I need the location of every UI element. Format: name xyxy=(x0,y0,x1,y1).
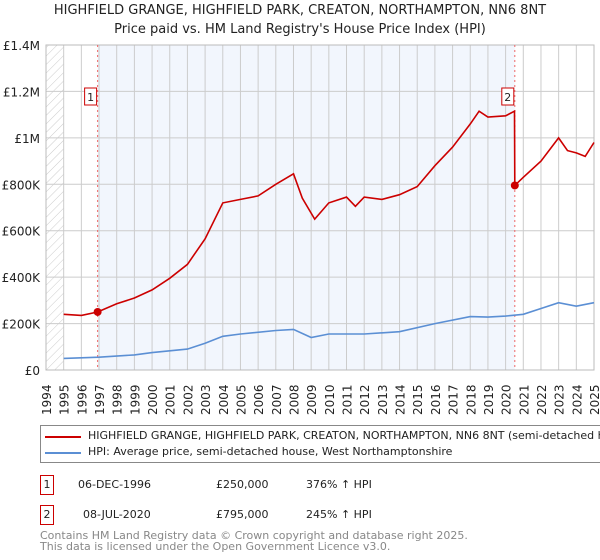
x-tick-label: 1995 xyxy=(58,384,72,415)
y-tick-label: £200K xyxy=(2,318,42,332)
sale-hpi: 245% ↑ HPI xyxy=(306,508,372,521)
price-paid-line xyxy=(63,109,595,317)
y-tick-label: £0 xyxy=(25,364,40,378)
sale-point xyxy=(510,181,519,190)
footer-licence: This data is licensed under the Open Gov… xyxy=(40,540,391,553)
legend-label: HPI: Average price, semi-detached house,… xyxy=(88,445,453,458)
x-tick-label: 2011 xyxy=(341,384,355,415)
annotation-box xyxy=(84,87,98,106)
x-tick-label: 2009 xyxy=(305,384,319,415)
x-tick-label: 2005 xyxy=(234,384,248,415)
y-tick-label: £800K xyxy=(2,178,42,192)
y-tick-label: £1.4M xyxy=(3,39,40,53)
x-tick-label: 2004 xyxy=(217,384,231,415)
legend-swatch-blue xyxy=(45,452,81,454)
x-tick-label: 2015 xyxy=(411,384,425,415)
legend: HIGHFIELD GRANGE, HIGHFIELD PARK, CREATO… xyxy=(40,425,600,463)
x-tick-label: 2017 xyxy=(447,384,461,415)
y-tick-label: £1M xyxy=(14,132,40,146)
sale-price: £795,000 xyxy=(216,508,269,521)
x-tick-label: 2007 xyxy=(270,384,284,415)
no-data-hatch xyxy=(46,45,64,370)
x-tick-label: 1997 xyxy=(93,384,107,415)
x-tick-label: 1996 xyxy=(75,384,89,415)
x-tick-label: 2024 xyxy=(570,384,584,415)
x-tick-label: 2010 xyxy=(323,384,337,415)
x-tick-label: 2020 xyxy=(500,384,514,415)
x-tick-label: 2006 xyxy=(252,384,266,415)
y-tick-label: £1.2M xyxy=(3,85,40,99)
annotation-label: 2 xyxy=(504,91,511,104)
y-tick-label: £400K xyxy=(2,271,42,285)
x-tick-label: 2019 xyxy=(482,384,496,415)
sale-hpi: 376% ↑ HPI xyxy=(306,478,372,491)
x-tick-label: 2002 xyxy=(181,384,195,415)
x-tick-label: 2001 xyxy=(164,384,178,415)
x-tick-label: 1999 xyxy=(128,384,142,415)
x-tick-label: 2025 xyxy=(588,384,600,415)
hpi-line xyxy=(63,301,595,360)
x-tick-label: 2008 xyxy=(287,384,301,415)
x-tick-label: 2018 xyxy=(464,384,478,415)
legend-swatch-red xyxy=(45,436,81,438)
footer-copyright: Contains HM Land Registry data © Crown c… xyxy=(40,529,468,542)
chart-subtitle: Price paid vs. HM Land Registry's House … xyxy=(114,22,486,37)
annotation-box xyxy=(501,87,515,106)
chart-title: HIGHFIELD GRANGE, HIGHFIELD PARK, CREATO… xyxy=(53,3,547,18)
plot-border xyxy=(45,44,595,371)
x-tick-label: 2023 xyxy=(553,384,567,415)
x-tick-label: 2012 xyxy=(358,384,372,415)
ownership-shading xyxy=(97,45,515,370)
legend-label: HIGHFIELD GRANGE, HIGHFIELD PARK, CREATO… xyxy=(88,429,600,442)
y-tick-label: £600K xyxy=(2,225,42,239)
x-tick-label: 2013 xyxy=(376,384,390,415)
annotation-label: 1 xyxy=(87,91,94,104)
x-tick-label: 2014 xyxy=(394,384,408,415)
x-tick-label: 1994 xyxy=(40,384,54,415)
sale-date: 06-DEC-1996 xyxy=(78,478,152,491)
sale-price: £250,000 xyxy=(216,478,269,491)
x-tick-label: 2003 xyxy=(199,384,213,415)
sale-marker: 1 xyxy=(40,475,54,495)
sale-date: 08-JUL-2020 xyxy=(83,508,151,521)
x-tick-label: 1998 xyxy=(111,384,125,415)
sale-point xyxy=(93,307,102,316)
x-tick-label: 2022 xyxy=(535,384,549,415)
sale-marker: 2 xyxy=(40,505,54,525)
plot-area: 1994 1995 1996 1997 1998 1999 2000 2001 2002 2003… xyxy=(2,39,600,415)
x-tick-label: 2021 xyxy=(517,384,531,415)
x-tick-label: 2016 xyxy=(429,384,443,415)
x-tick-label: 2000 xyxy=(146,384,160,415)
